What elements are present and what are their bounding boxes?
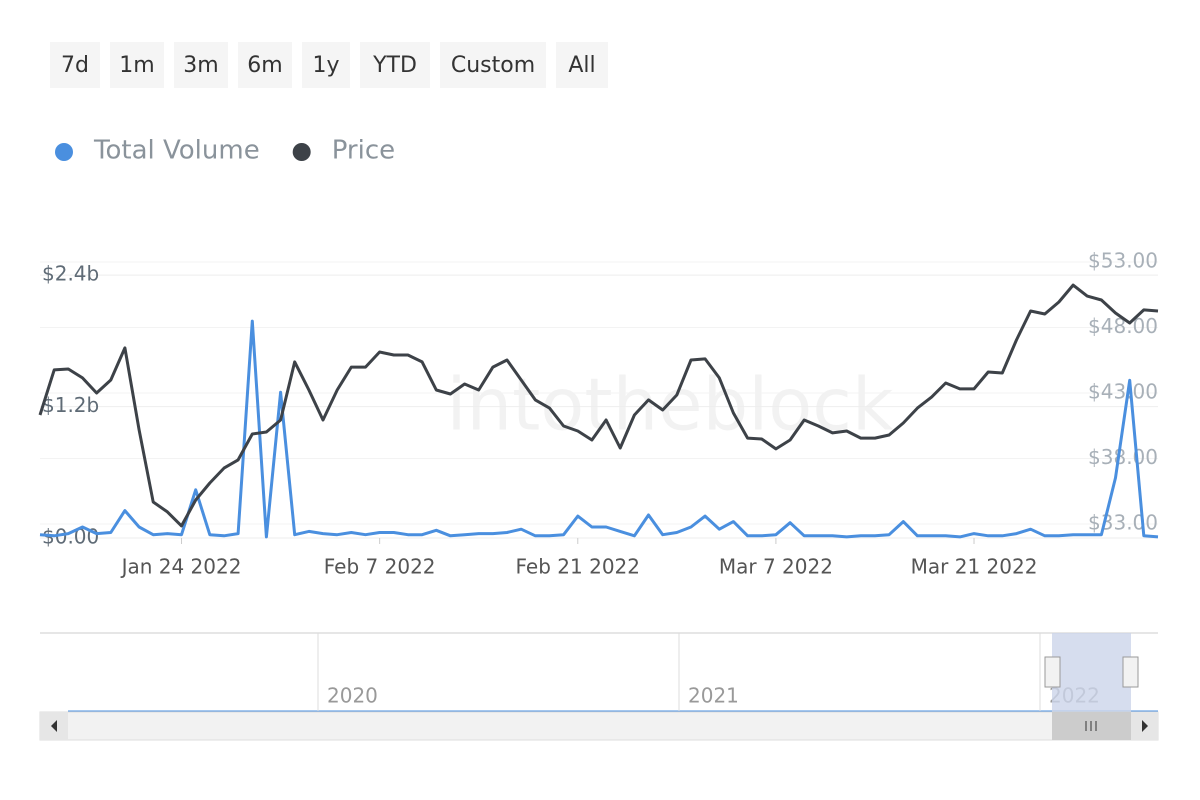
navigator: 2020 2021 2022 [39,632,1159,741]
y2-tick-label: $53.00 [1088,249,1158,273]
button-label: Custom [451,53,535,78]
button-bg [50,42,100,88]
button-label: YTD [372,53,417,78]
navigator-selection[interactable] [1052,633,1131,712]
button-label: 7d [61,53,89,78]
button-bg [302,42,350,88]
button-label: 3m [183,53,218,78]
button-bg [110,42,164,88]
scrollbar-track[interactable] [39,711,1159,741]
range-button[interactable]: 7d [50,42,100,88]
x-tick-label: Feb 7 2022 [324,555,436,579]
button-label: 6m [247,53,282,78]
navigator-label: 2021 [688,684,739,708]
x-tick-label: Jan 24 2022 [120,555,242,579]
button-label: 1y [312,53,339,78]
range-button[interactable]: All [556,42,608,88]
x-tick-label: Feb 21 2022 [516,555,640,579]
x-tick-label: Mar 7 2022 [719,555,833,579]
watermark: intotheblock [446,363,893,447]
range-button[interactable]: 1y [302,42,350,88]
legend-marker [55,143,73,161]
legend-label[interactable]: Total Volume [93,136,260,166]
series-line [39,319,1159,539]
y-tick-label: $2.4b [42,262,99,286]
button-bg [440,42,546,88]
navigator-handle[interactable] [1122,656,1139,688]
arrow-icon [51,720,57,732]
legend-marker [292,143,311,161]
range-button[interactable]: Custom [440,42,546,88]
range-button[interactable]: 3m [174,42,228,88]
y2-tick-label: $38.00 [1088,445,1158,469]
navigator-label: 2020 [327,684,378,708]
button-bg [174,42,228,88]
navigator-handle[interactable] [1044,656,1061,688]
range-button[interactable]: 6m [238,42,292,88]
legend-label[interactable]: Price [332,136,395,166]
button-bg [360,42,430,88]
grip-icon [1085,721,1097,731]
y-tick-label: $1.2b [42,393,99,417]
series-line [38,283,1159,528]
range-button[interactable]: 1m [110,42,164,88]
x-tick-label: Mar 21 2022 [911,555,1038,579]
button-bg [556,42,608,88]
button-label: All [568,53,595,78]
button-bg [238,42,292,88]
range-button[interactable]: YTD [360,42,430,88]
y2-tick-label: $33.00 [1088,510,1158,534]
y2-tick-label: $43.00 [1088,379,1158,403]
button-label: 1m [119,53,154,78]
arrow-icon [1142,720,1148,732]
